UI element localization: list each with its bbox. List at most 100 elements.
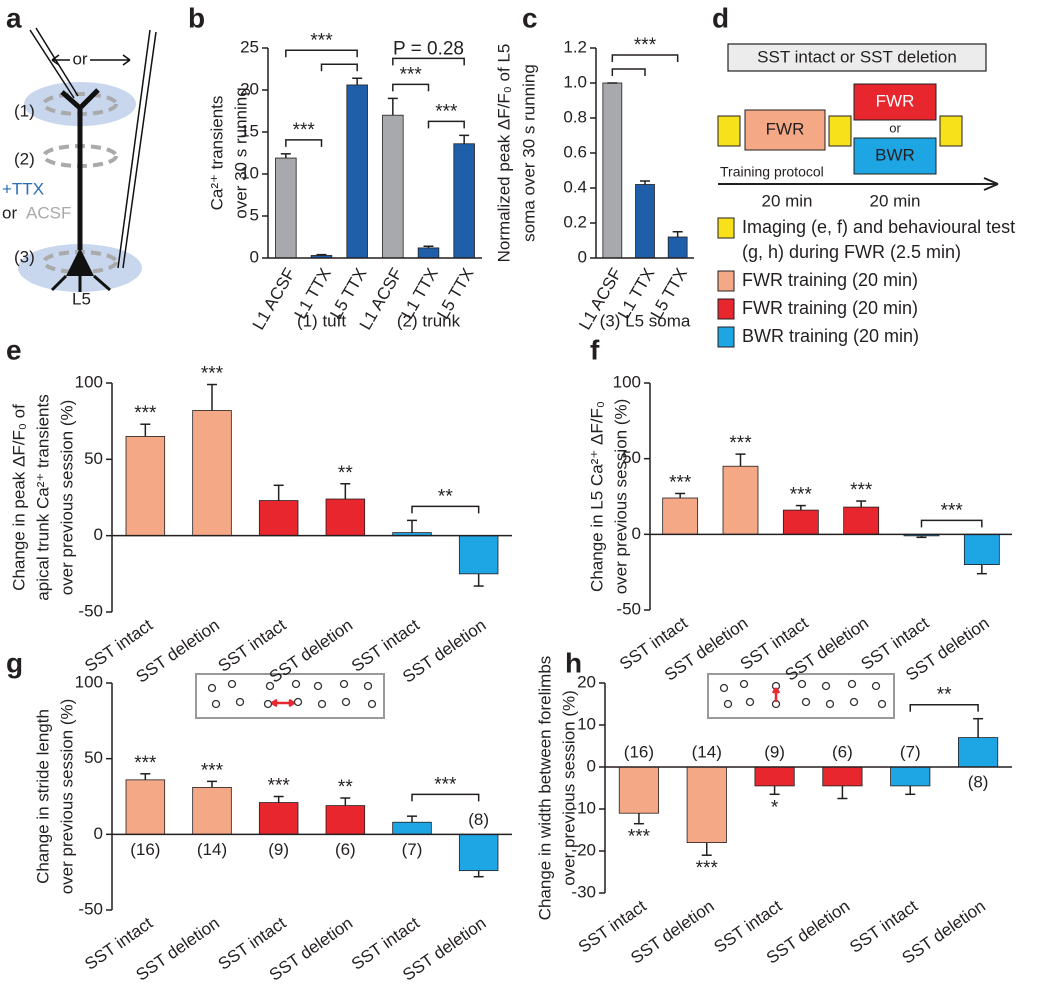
bar xyxy=(458,833,499,872)
comparison-bracket xyxy=(285,49,358,58)
bar xyxy=(782,509,819,535)
y-tick-label: 0 xyxy=(94,525,103,544)
comparison-label: ** xyxy=(937,685,952,706)
y-axis-label: over previous session (%) xyxy=(611,399,630,595)
bar xyxy=(258,802,299,835)
comparison-bracket xyxy=(392,57,465,66)
bar xyxy=(963,533,1000,565)
n-label: (8) xyxy=(968,772,989,791)
y-tick-label: 0 xyxy=(587,756,596,775)
bar xyxy=(125,779,166,835)
bar xyxy=(602,82,623,259)
panel-letter: c xyxy=(522,2,538,33)
legend-swatch xyxy=(717,270,735,292)
y-axis-label: soma over 30 s running xyxy=(519,64,538,242)
bar xyxy=(417,247,440,259)
significance: * xyxy=(771,797,779,818)
comparison-label: *** xyxy=(435,101,458,122)
significance: *** xyxy=(134,403,157,424)
bar xyxy=(192,410,232,537)
bar xyxy=(843,506,880,535)
bar xyxy=(667,236,688,259)
y-tick-label: -30 xyxy=(571,882,596,901)
y-tick-label: 100 xyxy=(613,372,641,391)
y-tick-label: -20 xyxy=(571,840,596,859)
imaging-block xyxy=(939,115,963,147)
y-tick-label: 0 xyxy=(632,524,641,543)
legend-swatch xyxy=(717,326,735,348)
stride-arrow xyxy=(271,698,295,708)
significance: *** xyxy=(696,858,719,879)
comparison-label: *** xyxy=(400,64,423,85)
bar xyxy=(635,184,655,259)
panel-d: d SST intact or SST deletion FWR FWR or … xyxy=(712,2,1015,348)
fwr-block xyxy=(853,83,937,121)
neuron-soma xyxy=(66,248,94,276)
group-label: (2) trunk xyxy=(397,311,461,330)
n-label: (7) xyxy=(900,742,921,761)
y-tick-label: -10 xyxy=(571,798,596,817)
y-axis-label: Change in width between forelimbs xyxy=(535,656,554,921)
y-axis-label: over previous session (%) xyxy=(559,690,578,886)
bar xyxy=(382,114,404,259)
comparison-label: *** xyxy=(941,500,964,521)
footprints xyxy=(207,679,377,709)
bar xyxy=(325,805,366,835)
n-label: (14) xyxy=(692,742,722,761)
y-axis-label: apical trunk Ca²⁺ transients xyxy=(33,394,52,600)
bar xyxy=(958,737,999,768)
y-tick-label: 100 xyxy=(75,372,103,391)
comparison-bracket xyxy=(920,519,983,528)
layer-label: L5 xyxy=(72,289,91,308)
group-box xyxy=(727,43,987,72)
y-axis-label: over 30 s running xyxy=(231,87,250,218)
neuron-axon xyxy=(50,274,111,292)
comparison-label: ** xyxy=(438,486,453,507)
pipette-left xyxy=(29,27,79,99)
site-label: (3) xyxy=(14,247,35,266)
comparison-label: *** xyxy=(293,120,316,141)
y-axis-label: Ca²⁺ transients xyxy=(207,96,226,211)
inset-box xyxy=(707,673,895,719)
significance: *** xyxy=(268,776,291,797)
bar xyxy=(754,766,795,787)
panel-letter: e xyxy=(6,334,22,365)
y-axis-label: over previous session (%) xyxy=(57,699,76,895)
y-tick-label: 10 xyxy=(240,163,259,182)
n-label: (8) xyxy=(468,810,489,829)
fwr-block xyxy=(744,109,826,151)
comparison-bracket xyxy=(411,505,480,514)
y-tick-label: -50 xyxy=(616,599,641,618)
width-arrow xyxy=(771,687,781,702)
legend-label: Imaging (e, f) and behavioural test xyxy=(742,217,1015,237)
n-label: (7) xyxy=(402,840,423,859)
n-label: (16) xyxy=(130,840,160,859)
bar xyxy=(458,535,499,575)
significance: *** xyxy=(201,760,224,781)
y-tick-label: 15 xyxy=(240,121,259,140)
y-tick-label: -50 xyxy=(78,601,103,620)
bar xyxy=(722,465,759,535)
y-axis-label: Normalized peak ΔF/F₀ of L5 xyxy=(494,44,513,263)
panel-letter: b xyxy=(188,2,205,33)
bar xyxy=(275,157,297,259)
group-label: (3) L5 soma xyxy=(600,311,691,330)
significance: *** xyxy=(201,364,224,385)
fwr-label: FWR xyxy=(876,91,915,110)
panel-a: a or (1) (2) (3) +TTX or ACSF L5 xyxy=(2,2,157,308)
bar xyxy=(192,787,232,835)
significance: *** xyxy=(669,472,692,493)
bar xyxy=(125,436,166,537)
y-axis-label: Change in L5 Ca²⁺ ΔF/F₀ xyxy=(587,401,606,592)
bar xyxy=(392,821,432,835)
comparison-label: P = 0.28 xyxy=(393,38,464,59)
significance: ** xyxy=(338,777,353,798)
tuft-region xyxy=(24,82,136,126)
group-label: (1) tuft xyxy=(297,311,346,330)
y-tick-label: 0.2 xyxy=(563,212,587,231)
or-arrows xyxy=(51,54,131,66)
n-label: (14) xyxy=(197,840,227,859)
acsf-label: ACSF xyxy=(26,203,71,222)
panel-letter: g xyxy=(6,647,23,678)
